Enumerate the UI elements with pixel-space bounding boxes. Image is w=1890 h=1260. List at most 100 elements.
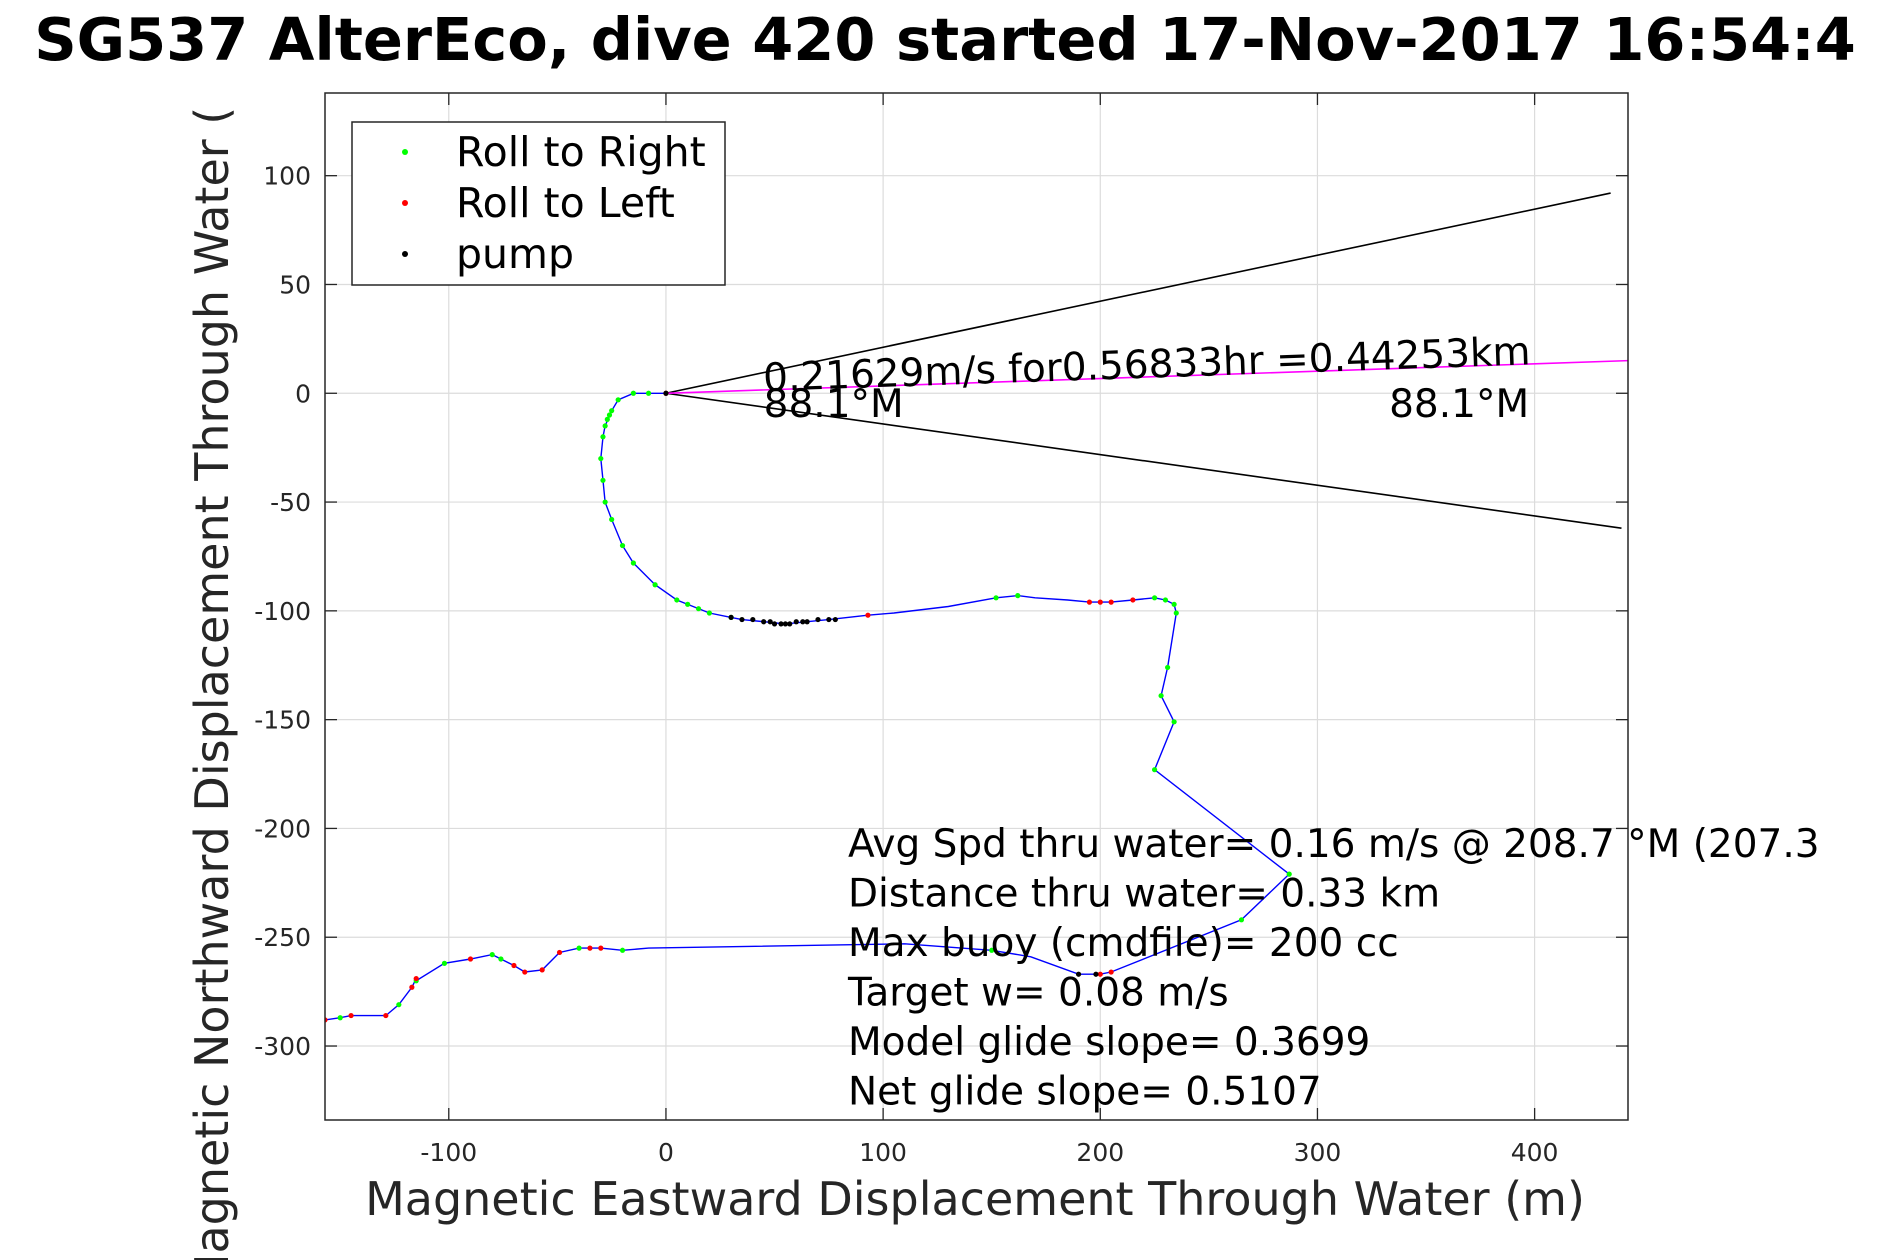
pump-point: [771, 621, 778, 627]
vector-line: [665, 192, 1611, 395]
legend-marker: [402, 251, 408, 257]
roll-right-point: [1015, 593, 1021, 599]
plot-frame: [324, 92, 1629, 1121]
pump-point: [832, 616, 838, 623]
dive-stat-line: Target w= 0.08 m/s: [847, 971, 1229, 1016]
roll-right-point: [685, 601, 691, 607]
dive-stat-line: Model glide slope= 0.3699: [848, 1020, 1370, 1065]
roll-right-point: [606, 412, 613, 418]
pump-point: [1075, 971, 1082, 977]
pump-point: [793, 619, 799, 625]
roll-right-point: [576, 945, 582, 951]
y-tick-label: 50: [279, 270, 311, 299]
vector-lines: [665, 192, 1628, 529]
roll-right-point: [1286, 871, 1292, 877]
pump-point: [1093, 971, 1099, 977]
legend-label: Roll to Right: [456, 128, 706, 176]
axis-ticks: -100 0 100 200 300 400 100 50 0 -50 -100 -150 -200 -2…: [254, 93, 1628, 1167]
roll-right-point: [619, 947, 626, 953]
x-tick-label: 100: [859, 1138, 907, 1167]
roll-right-point: [602, 499, 608, 505]
roll-right-point: [674, 597, 680, 603]
roll-left-point: [511, 962, 517, 969]
y-tick-label: 100: [263, 162, 311, 191]
pump-point: [782, 621, 788, 627]
vector-line: [665, 392, 1622, 529]
roll-right-point: [498, 956, 504, 962]
roll-right-point: [600, 434, 606, 440]
roll-right-point: [695, 606, 702, 612]
vector-annotation: 88.1°M: [1389, 382, 1529, 427]
x-tick-label: 400: [1511, 1138, 1559, 1167]
dive-stat-line: Avg Spd thru water= 0.16 m/s @ 208.7 °M …: [848, 822, 1820, 867]
roll-right-point: [1173, 610, 1179, 616]
pump-point: [750, 616, 756, 623]
roll-left-point: [1108, 599, 1114, 605]
legend-marker: [402, 200, 408, 206]
roll-left-point: [348, 1012, 354, 1019]
roll-right-point: [602, 423, 608, 429]
roll-left-point: [587, 945, 593, 951]
roll-right-point: [337, 1015, 343, 1021]
roll-right-point: [1238, 917, 1245, 923]
roll-right-point: [1171, 601, 1177, 607]
legend-box: [351, 121, 726, 286]
y-tick-label: -200: [254, 814, 311, 843]
roll-right-point: [619, 542, 626, 549]
pump-point: [815, 616, 821, 623]
x-tick-label: 300: [1294, 1138, 1342, 1167]
x-axis-label: Magnetic Eastward Displacement Through W…: [365, 1172, 1585, 1226]
dive-stats: Avg Spd thru water= 0.16 m/s @ 208.7 °M …: [847, 822, 1820, 1115]
track-markers: [325, 390, 1292, 1023]
roll-left-point: [865, 612, 871, 618]
roll-right-point: [630, 390, 636, 396]
roll-right-point: [1151, 767, 1158, 773]
roll-right-point: [1158, 693, 1164, 699]
pump-point: [767, 619, 773, 625]
pump-point: [728, 614, 734, 620]
roll-right-point: [609, 408, 615, 414]
roll-left-point: [1097, 599, 1103, 605]
vector-annotation: 88.1°M: [764, 382, 904, 427]
roll-right-point: [615, 397, 621, 403]
pump-point: [739, 616, 745, 623]
roll-right-point: [1162, 597, 1169, 603]
roll-left-point: [522, 969, 528, 975]
roll-left-point: [1108, 969, 1114, 975]
y-tick-label: -100: [254, 597, 311, 626]
y-tick-label: -50: [270, 488, 311, 517]
roll-right-point: [441, 960, 448, 966]
legend-label: Roll to Left: [456, 179, 675, 227]
roll-right-point: [630, 560, 636, 566]
y-tick-label: 0: [295, 379, 311, 408]
vector-line: [665, 359, 1628, 395]
pump-point: [761, 619, 767, 625]
dive-stat-line: Distance thru water= 0.33 km: [848, 872, 1440, 917]
pump-point: [804, 619, 810, 625]
roll-left-point: [1086, 599, 1093, 605]
y-tick-label: -300: [254, 1032, 311, 1061]
pump-point: [778, 621, 784, 627]
roll-right-point: [604, 416, 610, 422]
roll-right-point: [396, 1002, 402, 1008]
x-tick-label: 200: [1076, 1138, 1124, 1167]
roll-left-point: [598, 945, 604, 951]
pump-point: [663, 390, 669, 396]
pump-point: [787, 621, 793, 627]
roll-right-point: [989, 947, 995, 953]
roll-left-point: [1097, 971, 1103, 977]
pump-point: [826, 616, 832, 623]
roll-right-point: [598, 455, 604, 462]
roll-left-point: [383, 1012, 389, 1019]
roll-left-point: [409, 984, 415, 990]
roll-right-point: [1171, 719, 1177, 725]
roll-right-point: [645, 390, 652, 396]
roll-right-point: [609, 516, 615, 523]
y-tick-label: -250: [254, 923, 311, 952]
roll-right-point: [706, 610, 712, 616]
roll-left-point: [1130, 597, 1136, 603]
legend-label: pump: [456, 230, 574, 278]
chart-title: SG537 AlterEco, dive 420 started 17-Nov-…: [34, 5, 1856, 74]
